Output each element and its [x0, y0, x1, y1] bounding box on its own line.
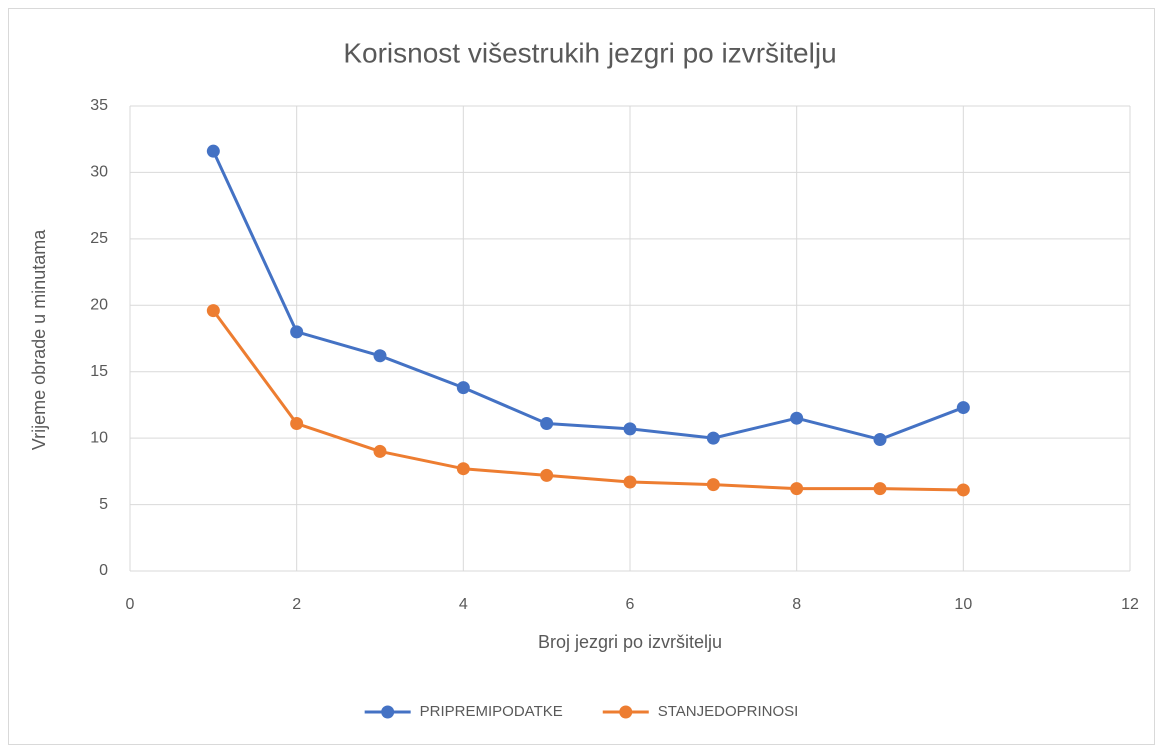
- y-tick-label: 20: [90, 297, 108, 314]
- data-point: [873, 432, 887, 446]
- series-line: [211, 150, 964, 441]
- legend-label: STANJEDOPRINOSI: [658, 703, 799, 720]
- x-tick-label: 6: [626, 596, 635, 613]
- data-point: [706, 478, 720, 492]
- chart-title: Korisnost višestrukih jezgri po izvršite…: [343, 37, 836, 68]
- data-point: [373, 349, 387, 363]
- series-line: [212, 309, 964, 492]
- y-axis-label: Vrijeme obrade u minutama: [29, 229, 49, 450]
- y-tick-label: 30: [90, 164, 108, 181]
- data-point: [956, 483, 970, 497]
- legend-marker: [619, 705, 633, 719]
- x-tick-label: 4: [459, 596, 468, 613]
- x-tick-label: 12: [1121, 596, 1139, 613]
- data-point: [540, 417, 554, 431]
- x-tick-label: 8: [792, 596, 801, 613]
- y-tick-label: 35: [90, 97, 108, 114]
- data-point: [290, 325, 304, 339]
- data-point: [456, 381, 470, 395]
- x-tick-label: 0: [126, 596, 135, 613]
- data-point: [790, 482, 804, 496]
- data-point: [790, 411, 804, 425]
- y-tick-label: 15: [90, 363, 108, 380]
- data-point: [456, 462, 470, 476]
- y-tick-label: 10: [90, 429, 108, 446]
- x-tick-label: 10: [954, 596, 972, 613]
- y-tick-label: 5: [99, 496, 108, 513]
- x-axis-label: Broj jezgri po izvršitelju: [538, 632, 722, 652]
- data-point: [290, 417, 304, 431]
- data-point: [623, 422, 637, 436]
- data-point: [540, 468, 554, 482]
- data-point: [706, 431, 720, 445]
- data-point: [373, 444, 387, 458]
- data-point: [623, 475, 637, 489]
- y-tick-label: 0: [99, 562, 108, 579]
- x-tick-label: 2: [292, 596, 301, 613]
- legend-label: PRIPREMIPODATKE: [420, 703, 563, 720]
- data-point: [206, 144, 220, 158]
- data-point: [956, 401, 970, 415]
- data-point: [873, 482, 887, 496]
- legend-marker: [381, 705, 395, 719]
- data-point: [206, 304, 220, 318]
- y-tick-label: 25: [90, 230, 108, 247]
